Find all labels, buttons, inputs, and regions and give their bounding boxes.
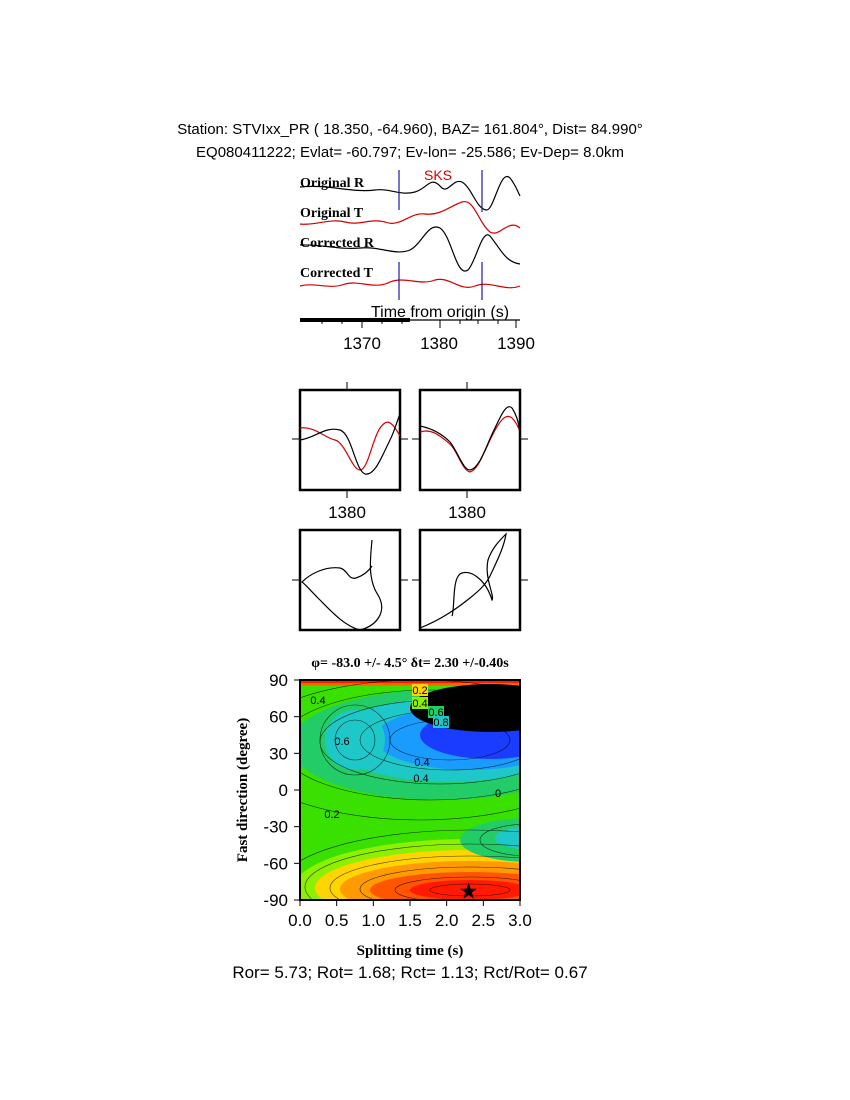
grid-x-tick-label: 2.0 <box>435 911 459 930</box>
grid-x-tick-label: 1.5 <box>398 911 422 930</box>
contour-label-2: 0.4 <box>412 698 427 710</box>
grid-x-tick-label: 0.0 <box>288 911 312 930</box>
grid-y-tick-label: 60 <box>269 708 288 727</box>
time-tick-1380: 1380 <box>420 334 458 353</box>
particle-motion-original <box>292 528 408 632</box>
grid-y-tick-label: -60 <box>263 854 288 873</box>
contour-label-8: 0.4 <box>413 773 428 785</box>
panel-tick-right: 1380 <box>448 503 486 522</box>
trace-label-original-r: Original R <box>300 176 365 191</box>
grid-y-tick-label: 30 <box>269 744 288 763</box>
waveform-panel-original <box>292 382 408 498</box>
energy-grid <box>300 680 520 900</box>
contour-label-4: 0.8 <box>433 717 448 729</box>
trace-label-original-t: Original T <box>300 206 364 221</box>
grid-y-tick-label: -90 <box>263 891 288 910</box>
trace-label-corrected-t: Corrected T <box>300 266 374 281</box>
contour-label-5: 0.4 <box>310 695 325 707</box>
contour-label-7: 0.4 <box>414 757 429 769</box>
contour-label-9: 0.2 <box>324 809 339 821</box>
footer-stats: Ror= 5.73; Rot= 1.68; Rct= 1.13; Rct/Rot… <box>232 963 588 982</box>
grid-x-tick-label: 0.5 <box>325 911 349 930</box>
event-header: EQ080411222; Evlat= -60.797; Ev-lon= -25… <box>196 144 624 161</box>
trace-original-r <box>299 175 521 211</box>
trace-corrected-r <box>299 226 521 272</box>
time-axis-ticks <box>321 320 517 328</box>
trace-original-t <box>299 201 521 234</box>
grid-y-label: Fast direction (degree) <box>235 718 251 862</box>
grid-title: φ= -83.0 +/- 4.5° δt= 2.30 +/-0.40s <box>311 656 509 671</box>
sks-phase-label: SKS <box>424 167 452 183</box>
contour-label-6: 0.6 <box>334 736 349 748</box>
grid-y-tick-label: 0 <box>279 781 288 800</box>
grid-y-axis: 90 60 30 0 -30 -60 -90 <box>263 671 300 910</box>
grid-x-axis: 0.0 0.5 1.0 1.5 2.0 2.5 3.0 <box>288 900 532 930</box>
contour-label-10: 0 <box>495 788 501 800</box>
waveform-panel-corrected <box>412 382 528 498</box>
contour-label-1: 0.2 <box>412 685 427 697</box>
grid-y-tick-label: -30 <box>263 818 288 837</box>
contour-labels: 0.2 0.4 0.6 0.8 0.4 0.6 0.4 0.4 0.2 0 <box>310 684 501 821</box>
particle-motion-corrected <box>412 528 528 632</box>
grid-x-label: Splitting time (s) <box>357 943 464 959</box>
time-axis-label: Time from origin (s) <box>371 304 509 321</box>
trace-panel: Original R Original T Corrected R Correc… <box>299 167 535 353</box>
grid-y-tick-label: 90 <box>269 671 288 690</box>
best-fit-star: ★ <box>459 878 479 903</box>
trace-corrected-t <box>299 278 521 289</box>
station-header: Station: STVIxx_PR ( 18.350, -64.960), B… <box>177 121 643 138</box>
grid-x-tick-label: 3.0 <box>508 911 532 930</box>
grid-x-tick-label: 2.5 <box>472 911 496 930</box>
time-tick-1370: 1370 <box>343 334 381 353</box>
grid-x-tick-label: 1.0 <box>362 911 386 930</box>
time-tick-1390: 1390 <box>497 334 535 353</box>
trace-label-corrected-r: Corrected R <box>300 236 375 251</box>
panel-tick-left: 1380 <box>328 503 366 522</box>
